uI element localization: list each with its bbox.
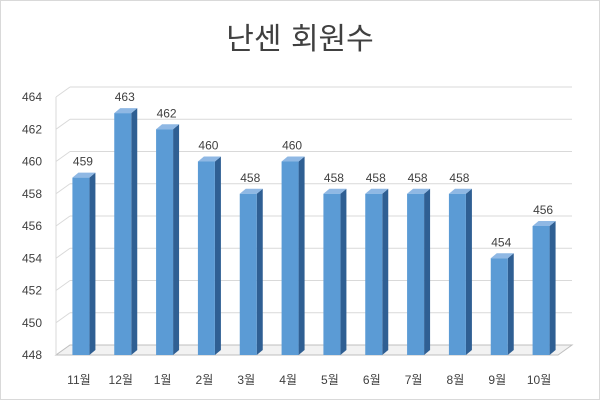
bar-side (298, 156, 305, 355)
gridline-depth (55, 118, 71, 130)
y-tick-label: 464 (22, 90, 42, 104)
x-tick-label: 5월 (321, 373, 339, 387)
bar (448, 188, 472, 355)
x-tick-label: 11월 (67, 373, 91, 387)
bar-top (407, 188, 431, 194)
grid-lines (54, 86, 574, 356)
data-label: 460 (282, 139, 302, 153)
data-label: 458 (408, 171, 428, 185)
chart-title: 난센 회원수 (226, 22, 374, 57)
bar (239, 188, 263, 355)
bar (323, 188, 347, 355)
bar (490, 253, 514, 355)
y-tick-label: 452 (22, 284, 42, 298)
bar-side (131, 108, 138, 355)
gridline-depth (55, 215, 71, 227)
x-tick-label: 4월 (279, 373, 297, 387)
bar-top (197, 156, 221, 162)
bar-front (407, 193, 425, 355)
gridline-depth (55, 183, 71, 195)
bar-side (89, 172, 96, 355)
gridline-depth (55, 247, 71, 259)
y-tick-label: 460 (22, 155, 42, 169)
data-label: 462 (157, 106, 177, 120)
bar-top (448, 188, 472, 194)
bar-top (114, 108, 138, 114)
bar-top (72, 172, 96, 178)
bar-top (323, 188, 347, 194)
y-tick-label: 456 (22, 219, 42, 233)
bar-side (465, 188, 472, 355)
bar-front (323, 193, 341, 355)
bar-front (281, 161, 299, 355)
bar-front (365, 193, 383, 355)
bar-front (197, 161, 215, 355)
bar-side (340, 188, 347, 355)
data-label: 456 (533, 203, 553, 217)
bar-front (239, 193, 257, 355)
x-tick-label: 3월 (237, 373, 255, 387)
data-labels: 459 463 462 460 458 460 458 458 458 458 454 456 (73, 90, 554, 249)
bar-front (532, 226, 550, 355)
bar-front (72, 177, 90, 355)
bar-front (490, 258, 508, 355)
data-label: 454 (491, 235, 511, 249)
bar (281, 156, 305, 355)
bars (72, 108, 556, 355)
data-label: 458 (366, 171, 386, 185)
x-tick-label: 1월 (154, 373, 172, 387)
y-tick-label: 462 (22, 122, 42, 136)
x-tick-label: 12월 (109, 373, 133, 387)
bar-top (490, 253, 514, 259)
bar (407, 188, 431, 355)
bar-side (507, 253, 514, 355)
bar-front (114, 113, 132, 355)
y-tick-label: 458 (22, 187, 42, 201)
gridline-depth (55, 151, 71, 162)
bar-side (424, 188, 431, 355)
y-axis: 448 450 452 454 456 458 460 462 464 (22, 90, 42, 362)
bar-top (365, 188, 389, 194)
gridline-depth (55, 312, 71, 324)
x-tick-label: 9월 (488, 373, 506, 387)
gridline-depth (55, 86, 71, 98)
data-label: 458 (449, 171, 469, 185)
x-axis: 11월 12월 1월 2월 3월 4월 5월 6월 7월 8월 9월 10월 (67, 373, 551, 387)
data-label: 458 (324, 171, 344, 185)
y-tick-label: 454 (22, 251, 42, 265)
x-tick-label: 2월 (196, 373, 214, 387)
y-tick-label: 448 (22, 348, 42, 362)
bar-side (256, 188, 263, 355)
data-label: 459 (73, 155, 93, 169)
x-tick-label: 7월 (405, 373, 423, 387)
bar-top (239, 188, 263, 194)
data-label: 460 (198, 139, 218, 153)
bar-front (156, 129, 174, 355)
bar-top (281, 156, 305, 162)
data-label: 463 (115, 90, 135, 104)
gridline-depth (55, 280, 71, 291)
bar-front (448, 193, 466, 355)
x-tick-label: 10월 (527, 373, 551, 387)
bar (72, 172, 96, 355)
x-tick-label: 6월 (363, 373, 381, 387)
bar (156, 124, 180, 355)
bar-side (382, 188, 389, 355)
bar-side (549, 221, 556, 355)
y-tick-label: 450 (22, 316, 42, 330)
bar (114, 108, 138, 355)
bar (365, 188, 389, 355)
bar (197, 156, 221, 355)
bar-top (532, 221, 556, 226)
x-tick-label: 8월 (447, 373, 465, 387)
bar-top (156, 124, 180, 130)
bar-side (214, 156, 221, 355)
bar-side (173, 124, 180, 355)
chart-floor (54, 344, 574, 356)
data-label: 458 (240, 171, 260, 185)
bar (532, 221, 556, 355)
